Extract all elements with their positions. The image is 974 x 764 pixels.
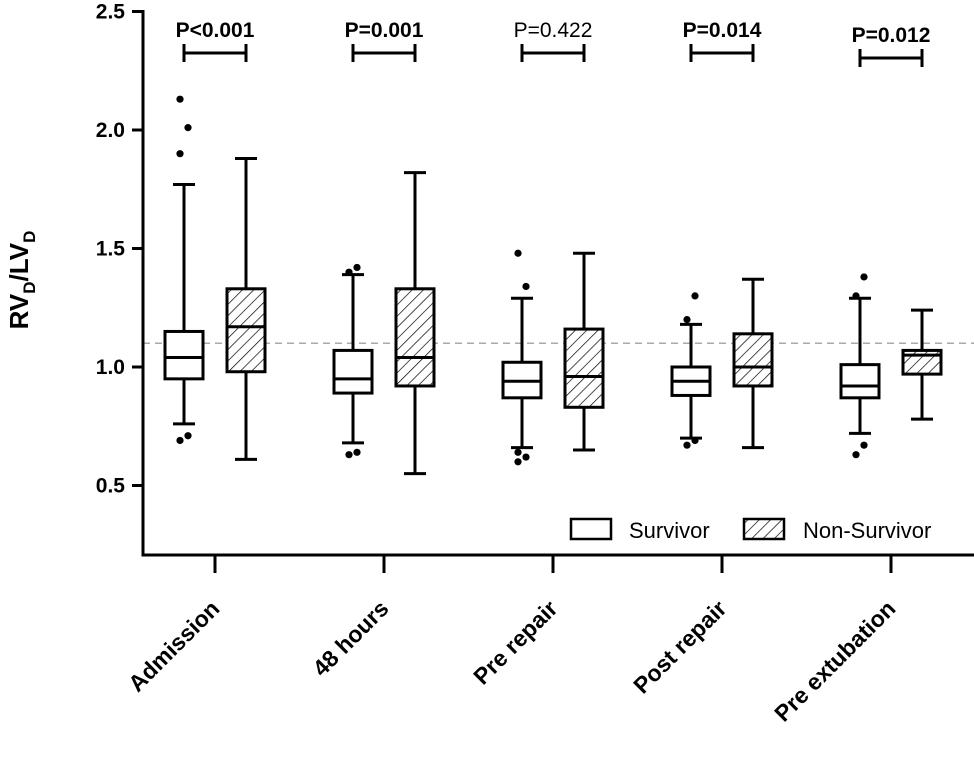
- outlier-point: [683, 316, 691, 324]
- box-non-survivor-pre-repair: [563, 251, 605, 452]
- box-survivor-pre-repair: [501, 249, 543, 466]
- outlier-point: [691, 436, 699, 445]
- outlier-point: [184, 432, 192, 440]
- p-value-label: P=0.422: [514, 19, 593, 42]
- outlier-point: [345, 451, 353, 459]
- box-iqr: [225, 287, 267, 374]
- p-value-pre-repair: P=0.422: [514, 19, 593, 62]
- category-labels: Admission 48 hours Pre repair Post repair Pr…: [123, 595, 901, 726]
- y-axis-label-text: RVD/LVD: [4, 231, 39, 330]
- outlier-point: [522, 453, 530, 461]
- outlier-point: [176, 95, 184, 103]
- y-tick-label: 1.0: [96, 356, 125, 379]
- x-category-label: Post repair: [628, 595, 731, 698]
- outlier-point: [176, 150, 184, 158]
- box-non-survivor-pre-extubation: [901, 308, 943, 421]
- outlier-point: [345, 268, 353, 276]
- box-survivor-admission: [163, 95, 205, 445]
- legend-label-non-survivor: Non-Survivor: [803, 518, 931, 543]
- box-iqr: [839, 363, 881, 400]
- boxes: [163, 95, 943, 476]
- p-value-admission: P<0.001: [176, 19, 255, 62]
- box-iqr: [563, 327, 605, 409]
- box-iqr: [332, 348, 374, 395]
- box-iqr: [163, 329, 205, 381]
- box-non-survivor-post-repair: [732, 277, 774, 450]
- legend: Survivor Non-Survivor: [569, 517, 931, 543]
- outlier-point: [353, 448, 361, 456]
- p-value-label: P=0.012: [852, 24, 931, 47]
- outlier-point: [514, 448, 522, 456]
- box-non-survivor-48-hours: [394, 171, 436, 476]
- y-axis-label: RVD/LVD: [4, 231, 39, 330]
- y-tick-label: 2.0: [96, 119, 125, 142]
- box-non-survivor-admission: [225, 156, 267, 461]
- box-survivor-post-repair: [670, 292, 712, 449]
- outlier-point: [852, 451, 860, 459]
- x-category-label: 48 hours: [307, 595, 393, 681]
- outlier-point: [852, 292, 860, 300]
- p-value-48-hours: P=0.001: [345, 19, 424, 62]
- legend-label-survivor: Survivor: [629, 518, 710, 543]
- p-value-pre-extubation: P=0.012: [852, 24, 931, 67]
- legend-swatch-non-survivor: [742, 517, 786, 541]
- outlier-point: [176, 436, 184, 445]
- outlier-point: [522, 282, 530, 291]
- outlier-point: [353, 263, 361, 272]
- box-iqr: [732, 332, 774, 388]
- legend-swatch-survivor: [569, 517, 613, 541]
- p-value-annotations: P<0.001 P=0.001 P=0.422 P=0.014 P=0.012: [176, 19, 931, 67]
- outlier-point: [860, 441, 868, 449]
- y-tick-label: 1.5: [96, 238, 126, 261]
- y-tick-label: 0.5: [96, 475, 126, 498]
- x-category-label: Pre extubation: [769, 595, 900, 726]
- axes: [141, 10, 974, 573]
- outlier-point: [683, 441, 691, 449]
- box-survivor-pre-extubation: [839, 273, 881, 459]
- p-value-label: P<0.001: [176, 19, 255, 42]
- box-iqr: [394, 287, 436, 388]
- x-category-label: Pre repair: [468, 595, 562, 689]
- p-value-label: P=0.001: [345, 19, 424, 42]
- outlier-point: [184, 124, 192, 132]
- p-value-label: P=0.014: [683, 19, 762, 42]
- y-tick-label: 2.5: [96, 1, 126, 24]
- outlier-point: [514, 458, 522, 466]
- outlier-point: [514, 249, 522, 257]
- p-value-post-repair: P=0.014: [683, 19, 762, 62]
- x-category-label: Admission: [123, 595, 225, 697]
- y-ticks: 0.5 1.0 1.5 2.0 2.5: [96, 1, 143, 498]
- outlier-point: [691, 292, 699, 300]
- outlier-point: [860, 273, 868, 281]
- box-survivor-48-hours: [332, 263, 374, 459]
